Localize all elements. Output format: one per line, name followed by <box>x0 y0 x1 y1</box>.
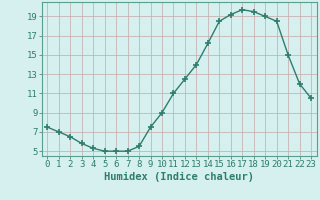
X-axis label: Humidex (Indice chaleur): Humidex (Indice chaleur) <box>104 172 254 182</box>
